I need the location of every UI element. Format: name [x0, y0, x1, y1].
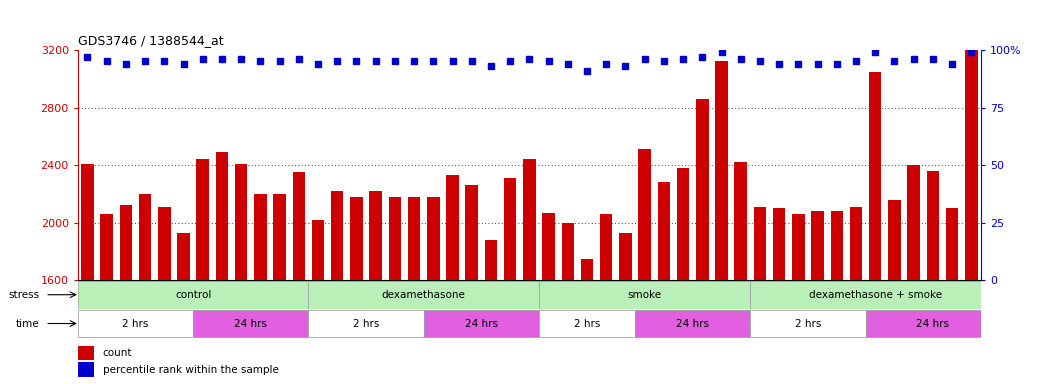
Bar [370, 191, 382, 280]
Bar [812, 211, 824, 280]
Bar [600, 214, 612, 280]
Bar [119, 205, 132, 280]
Bar [78, 281, 308, 309]
Bar [965, 50, 978, 280]
Bar [539, 310, 635, 337]
Bar [620, 233, 632, 280]
Bar [715, 61, 728, 280]
Text: control: control [175, 290, 212, 300]
Bar [293, 172, 305, 280]
Bar [193, 310, 308, 337]
Bar [235, 164, 247, 280]
Text: percentile rank within the sample: percentile rank within the sample [103, 365, 278, 375]
Bar [581, 259, 594, 280]
Bar [388, 197, 401, 280]
Text: dexamethasone + smoke: dexamethasone + smoke [809, 290, 941, 300]
Bar [635, 310, 750, 337]
Bar [331, 191, 344, 280]
Bar [465, 185, 477, 280]
Text: 2 hrs: 2 hrs [795, 318, 821, 329]
Bar [101, 214, 113, 280]
Bar [81, 164, 93, 280]
Text: dexamethasone: dexamethasone [382, 290, 466, 300]
Bar [542, 213, 555, 280]
Bar [485, 240, 497, 280]
Text: count: count [103, 348, 132, 358]
Bar [427, 197, 439, 280]
Bar [139, 194, 152, 280]
Bar [562, 223, 574, 280]
Bar [216, 152, 228, 280]
Bar [677, 168, 689, 280]
Bar [78, 362, 93, 377]
Bar [750, 310, 866, 337]
Bar [254, 194, 267, 280]
Bar [638, 149, 651, 280]
Bar [889, 200, 901, 280]
Text: GDS3746 / 1388544_at: GDS3746 / 1388544_at [78, 34, 223, 47]
Bar [523, 159, 536, 280]
Bar [750, 281, 1001, 309]
Text: 24 hrs: 24 hrs [235, 318, 267, 329]
Bar [424, 310, 539, 337]
Bar [158, 207, 170, 280]
Bar [308, 281, 539, 309]
Bar [869, 71, 881, 280]
Text: 2 hrs: 2 hrs [122, 318, 148, 329]
Bar [866, 310, 1001, 337]
Bar [311, 220, 324, 280]
Text: 2 hrs: 2 hrs [574, 318, 600, 329]
Bar [273, 194, 285, 280]
Bar [907, 165, 920, 280]
Bar [830, 211, 843, 280]
Bar [754, 207, 766, 280]
Bar [196, 159, 209, 280]
Text: 24 hrs: 24 hrs [465, 318, 498, 329]
Bar [658, 182, 671, 280]
Bar [696, 99, 709, 280]
Text: 24 hrs: 24 hrs [917, 318, 950, 329]
Text: 2 hrs: 2 hrs [353, 318, 379, 329]
Text: stress: stress [8, 290, 39, 300]
Bar [735, 162, 747, 280]
Bar [850, 207, 863, 280]
Bar [78, 346, 93, 360]
Text: 24 hrs: 24 hrs [676, 318, 709, 329]
Bar [539, 281, 750, 309]
Bar [946, 208, 958, 280]
Bar [177, 233, 190, 280]
Text: time: time [16, 318, 39, 329]
Bar [792, 214, 804, 280]
Bar [308, 310, 424, 337]
Bar [773, 208, 786, 280]
Bar [408, 197, 420, 280]
Bar [78, 310, 193, 337]
Bar [446, 175, 459, 280]
Bar [350, 197, 362, 280]
Bar [927, 171, 939, 280]
Bar [503, 178, 517, 280]
Text: smoke: smoke [628, 290, 662, 300]
